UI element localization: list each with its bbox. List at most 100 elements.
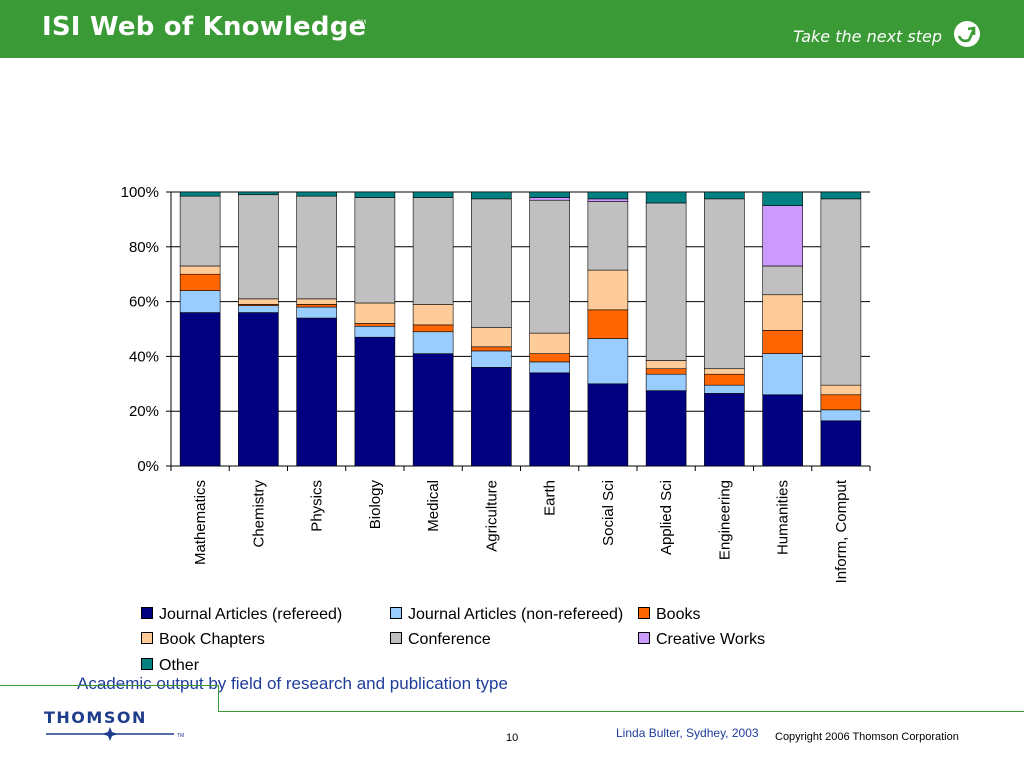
- bar-segment: [820, 409, 862, 422]
- bar-segment: [354, 302, 396, 324]
- bar-segment: [238, 312, 279, 467]
- legend-item: Journal Articles (refereed): [141, 606, 342, 624]
- bar-segment: [762, 353, 803, 396]
- bar-segment: [704, 191, 745, 200]
- bar-segment: [587, 269, 629, 311]
- bar-segment: [645, 191, 687, 204]
- bar-segment: [238, 191, 279, 196]
- legend-swatch: [390, 607, 402, 620]
- y-tick-label: 20%: [129, 403, 159, 420]
- bar-segment: [471, 350, 512, 368]
- bar-segment: [645, 368, 687, 375]
- legend-swatch: [390, 632, 402, 645]
- bar-segment: [296, 191, 337, 197]
- thomson-trademark: TM: [177, 733, 185, 739]
- bar-segment: [645, 373, 687, 391]
- y-tick-label: 0%: [137, 458, 159, 475]
- bar-segment: [645, 202, 687, 361]
- bar-segment: [587, 309, 629, 339]
- x-tick-label: Agriculture: [483, 480, 500, 552]
- x-tick-label: Inform, Comput: [833, 479, 850, 583]
- bar-segment: [645, 390, 687, 467]
- legend-item: Journal Articles (non-refereed): [390, 606, 623, 624]
- bar-segment: [354, 197, 396, 304]
- bar-segment: [704, 393, 745, 467]
- legend-swatch: [141, 658, 153, 671]
- y-tick-label: 80%: [129, 239, 159, 256]
- bar-segment: [762, 205, 803, 267]
- legend-label: Journal Articles (non-refereed): [408, 606, 624, 623]
- x-tick-label: Earth: [542, 480, 559, 516]
- legend-label: Books: [656, 606, 701, 623]
- x-tick-label: Medical: [425, 480, 442, 532]
- legend-label: Conference: [408, 631, 491, 648]
- bar-segment: [471, 346, 512, 352]
- bar-segment: [529, 197, 570, 201]
- bar-segment: [471, 367, 512, 467]
- bar-segment: [179, 195, 221, 267]
- bar-segment: [762, 191, 803, 206]
- header-bar: ISI Web of Knowledge SM Take the next st…: [0, 0, 1024, 58]
- legend-item: Book Chapters: [141, 631, 265, 649]
- arrow-circle-icon: [954, 21, 980, 47]
- legend-label: Book Chapters: [159, 631, 265, 648]
- bar-segment: [762, 330, 803, 354]
- bar-segment: [587, 338, 629, 385]
- x-tick-label: Chemistry: [250, 480, 267, 548]
- bar-segment: [762, 394, 803, 467]
- bar-segment: [296, 317, 337, 467]
- bar-segment: [587, 191, 629, 200]
- bar-segment: [296, 298, 337, 305]
- x-tick-label: Applied Sci: [658, 480, 675, 555]
- bar-segment: [354, 325, 396, 338]
- legend-swatch: [638, 632, 650, 645]
- bar-segment: [179, 191, 221, 197]
- bar-segment: [529, 199, 570, 334]
- copyright: Copyright 2006 Thomson Corporation: [775, 731, 959, 743]
- legend-item: Other: [141, 657, 199, 675]
- bar-segment: [412, 324, 454, 333]
- bar-segment: [238, 298, 279, 305]
- bar-segment: [704, 373, 745, 386]
- legend-label: Other: [159, 657, 200, 674]
- legend-item: Conference: [390, 631, 491, 649]
- x-tick-label: Biology: [367, 480, 384, 530]
- bar-segment: [704, 384, 745, 394]
- page-number: 10: [506, 732, 519, 744]
- chart-caption: Academic output by field of research and…: [77, 674, 508, 693]
- bar-segment: [645, 360, 687, 370]
- legend-swatch: [141, 607, 153, 620]
- bar-segment: [296, 195, 337, 300]
- author-credit: Linda Bulter, Sydhey, 2003: [616, 726, 759, 740]
- y-tick-label: 40%: [129, 348, 159, 365]
- x-tick-label: Physics: [309, 480, 326, 532]
- legend-item: Creative Works: [638, 631, 765, 649]
- brand-title: ISI Web of Knowledge: [42, 12, 367, 42]
- bar-segment: [412, 191, 454, 198]
- bar-segment: [587, 383, 629, 467]
- bar-segment: [762, 265, 803, 296]
- bar-segment: [296, 306, 337, 319]
- legend-label: Creative Works: [656, 631, 766, 648]
- bar-segment: [820, 384, 862, 396]
- legend-swatch: [141, 632, 153, 645]
- bar-segment: [471, 191, 512, 200]
- bar-segment: [354, 191, 396, 198]
- x-tick-label: Engineering: [716, 480, 733, 560]
- footer-rule-vertical: [218, 685, 219, 711]
- bar-segment: [412, 353, 454, 467]
- bar-segment: [412, 304, 454, 326]
- thomson-star-icon: [46, 727, 174, 741]
- footer-rule-left: [0, 685, 219, 686]
- legend-label: Journal Articles (refereed): [159, 606, 343, 623]
- bar-segment: [179, 290, 221, 313]
- bar-segment: [820, 198, 862, 386]
- bar-segment: [529, 332, 570, 354]
- legend-item: Books: [638, 606, 700, 624]
- brand-service-mark: SM: [357, 20, 366, 26]
- bar-segment: [529, 361, 570, 374]
- stacked-bar-chart: 0% 20% 40% 60% 80% 100% Mathematics Chemistry Ph…: [121, 184, 871, 583]
- bar-segment: [296, 304, 337, 308]
- bar-segment: [471, 198, 512, 328]
- y-tick-label: 60%: [129, 294, 159, 311]
